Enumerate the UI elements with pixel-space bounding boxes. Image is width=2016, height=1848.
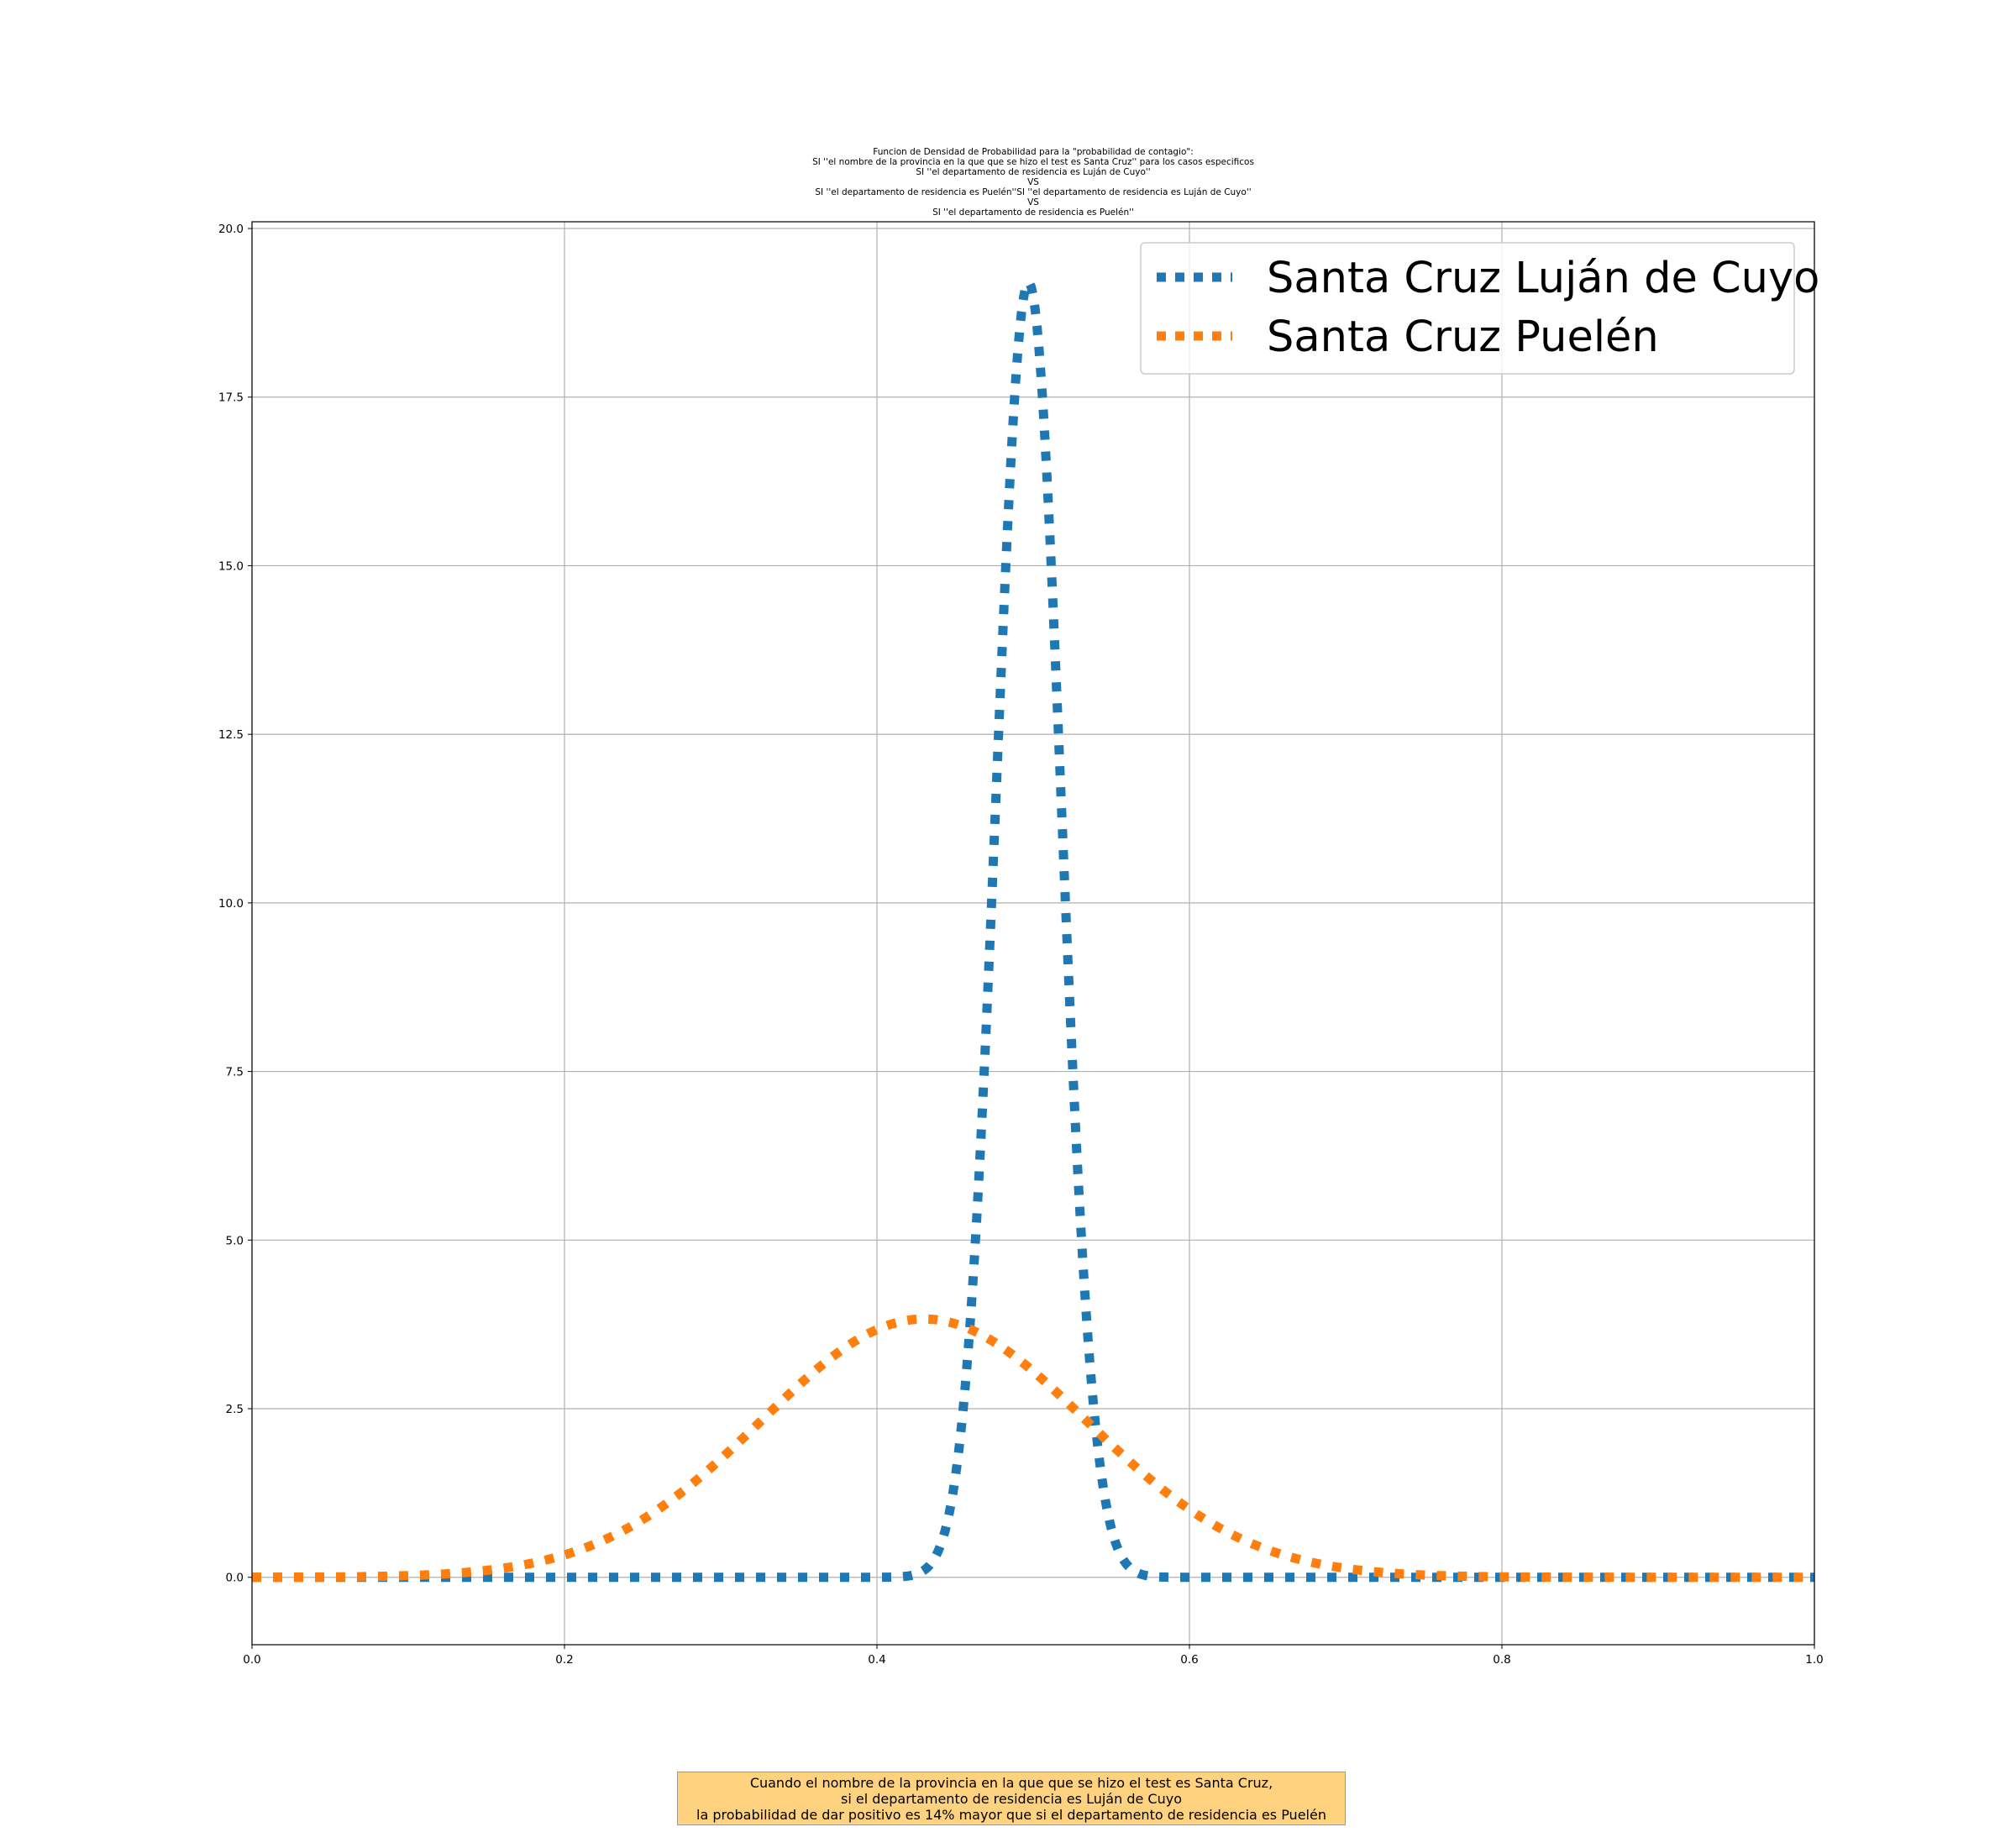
title-line: Funcion de Densidad de Probabilidad para… <box>873 147 1194 157</box>
annotation-line: la probabilidad de dar positivo es 14% m… <box>696 1806 1326 1823</box>
annotation-box: Cuando el nombre de la provincia en la q… <box>677 1772 1346 1825</box>
y-tick-label: 0.0 <box>226 1572 244 1585</box>
y-tick-label: 15.0 <box>218 559 244 573</box>
title-line: SI ''el departamento de residencia es Lu… <box>916 167 1150 177</box>
x-tick-label: 0.2 <box>555 1653 573 1667</box>
axis-ticks: 0.0 0.2 0.4 0.6 0.8 1.0 0.0 2.5 5.0 7.5 10.0 12.5 15… <box>218 223 1824 1667</box>
title-line: VS <box>1027 177 1039 187</box>
legend: Santa Cruz Luján de Cuyo Santa Cruz Puel… <box>1140 242 1819 375</box>
series-line-1 <box>251 1314 1814 1583</box>
series-lines <box>251 277 1814 1583</box>
legend-label-lujan: Santa Cruz Luján de Cuyo <box>1267 254 1819 303</box>
x-tick-label: 0.0 <box>243 1653 260 1667</box>
y-tick-label: 5.0 <box>226 1234 244 1247</box>
annotation-line: Cuando el nombre de la provincia en la q… <box>749 1774 1273 1791</box>
y-tick-label: 2.5 <box>226 1403 244 1416</box>
x-tick-label: 0.6 <box>1180 1653 1198 1667</box>
x-tick-label: 1.0 <box>1805 1653 1823 1667</box>
plot-frame <box>251 221 1815 1646</box>
grid <box>251 222 1815 1645</box>
title-line: SI ''el departamento de residencia es Pu… <box>932 207 1134 218</box>
x-tick-label: 0.4 <box>868 1653 885 1667</box>
y-tick-label: 17.5 <box>218 391 244 405</box>
x-tick-label: 0.8 <box>1493 1653 1510 1667</box>
y-tick-label: 7.5 <box>226 1066 244 1079</box>
y-tick-label: 20.0 <box>218 223 244 236</box>
title-line: SI ''el nombre de la provincia en la que… <box>812 157 1254 167</box>
y-tick-label: 12.5 <box>218 728 244 742</box>
series-line-0 <box>252 277 1814 1583</box>
chart-title: Funcion de Densidad de Probabilidad para… <box>812 147 1254 218</box>
y-tick-label: 10.0 <box>218 897 244 911</box>
title-line: SI ''el departamento de residencia es Pu… <box>815 187 1251 197</box>
legend-label-puelen: Santa Cruz Puelén <box>1267 312 1659 362</box>
title-line: VS <box>1027 197 1039 207</box>
annotation-line: si el departamento de residencia es Lujá… <box>841 1790 1182 1807</box>
legend-box <box>1140 242 1795 375</box>
